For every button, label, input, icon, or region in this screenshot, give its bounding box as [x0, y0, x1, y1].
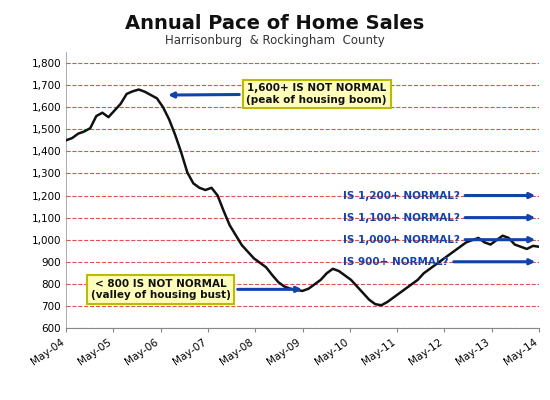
Text: Harrisonburg  & Rockingham  County: Harrisonburg & Rockingham County: [165, 34, 385, 47]
Text: IS 900+ NORMAL?: IS 900+ NORMAL?: [343, 257, 532, 267]
Text: IS 1,200+ NORMAL?: IS 1,200+ NORMAL?: [343, 190, 532, 200]
Text: IS 1,000+ NORMAL?: IS 1,000+ NORMAL?: [343, 235, 532, 245]
Text: IS 1,100+ NORMAL?: IS 1,100+ NORMAL?: [343, 212, 532, 222]
Text: 1,600+ IS NOT NORMAL
(peak of housing boom): 1,600+ IS NOT NORMAL (peak of housing bo…: [172, 83, 387, 105]
Text: < 800 IS NOT NORMAL
(valley of housing bust): < 800 IS NOT NORMAL (valley of housing b…: [91, 278, 299, 300]
Text: Annual Pace of Home Sales: Annual Pace of Home Sales: [125, 14, 425, 33]
